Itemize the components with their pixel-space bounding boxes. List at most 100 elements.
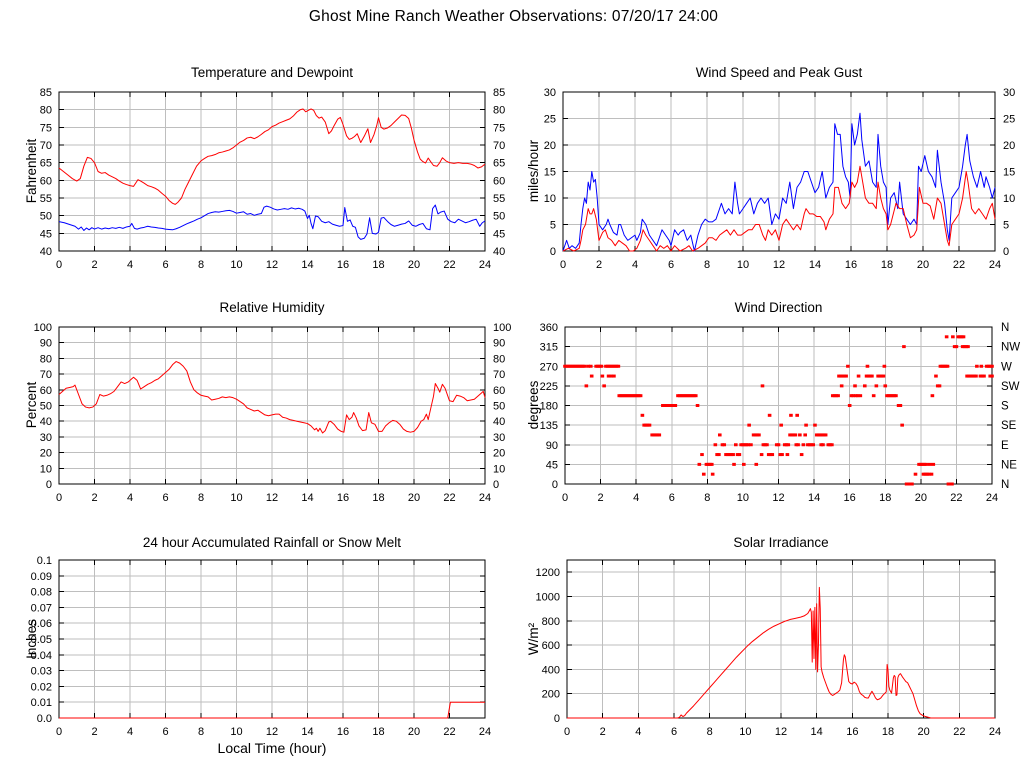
svg-text:40: 40 [40, 416, 52, 428]
svg-text:20: 20 [408, 492, 420, 504]
chart-title: Solar Irradiance [733, 535, 829, 550]
svg-text:10: 10 [1003, 193, 1015, 205]
svg-text:60: 60 [40, 175, 52, 187]
svg-text:60: 60 [493, 385, 505, 397]
chart-wind-direction: 0 2 4 6 8 10 12 14 16 18 20 22 24 0 N 45 NE 90 E 135 SE 180 S 2… [513, 290, 1027, 525]
svg-text:18: 18 [879, 492, 891, 504]
svg-text:0: 0 [493, 479, 499, 491]
y-axis-label: Fahrenheit [24, 138, 39, 204]
svg-text:10: 10 [230, 492, 242, 504]
svg-text:18: 18 [372, 492, 384, 504]
svg-text:0.0: 0.0 [37, 713, 52, 725]
svg-text:0: 0 [562, 492, 568, 504]
svg-text:6: 6 [668, 259, 674, 271]
svg-text:15: 15 [1003, 167, 1015, 179]
svg-text:2: 2 [91, 259, 97, 271]
chart-title: Temperature and Dewpoint [190, 65, 354, 80]
svg-text:65: 65 [40, 158, 52, 170]
svg-text:6: 6 [671, 726, 677, 738]
svg-text:60: 60 [40, 385, 52, 397]
svg-text:75: 75 [40, 122, 52, 134]
svg-text:0.02: 0.02 [31, 681, 52, 693]
svg-text:24: 24 [479, 492, 491, 504]
svg-text:22: 22 [950, 492, 962, 504]
svg-text:SW: SW [1001, 381, 1020, 393]
svg-text:4: 4 [635, 726, 641, 738]
svg-text:25: 25 [544, 114, 556, 126]
svg-text:18: 18 [881, 259, 893, 271]
svg-text:45: 45 [546, 459, 558, 471]
svg-text:22: 22 [953, 726, 965, 738]
svg-text:0.08: 0.08 [31, 587, 52, 599]
svg-text:10: 10 [737, 492, 749, 504]
svg-text:5: 5 [550, 220, 556, 232]
svg-text:45: 45 [493, 228, 505, 240]
chart-title: 24 hour Accumulated Rainfall or Snow Mel… [142, 535, 402, 550]
svg-text:16: 16 [337, 259, 349, 271]
svg-text:55: 55 [493, 193, 505, 205]
solar-irradiance-plot: 0 2 4 6 8 10 12 14 16 18 20 22 240200400600800100012… [536, 559, 1001, 738]
svg-text:65: 65 [493, 158, 505, 170]
rainfall-plot: 0 2 4 6 8 10 12 14 16 18 20 22 240.00.010.020.030.04… [31, 555, 492, 738]
svg-text:14: 14 [301, 726, 313, 738]
svg-text:18: 18 [882, 726, 894, 738]
svg-text:6: 6 [162, 726, 168, 738]
svg-text:12: 12 [775, 726, 787, 738]
svg-text:90: 90 [546, 440, 558, 452]
svg-text:90: 90 [40, 338, 52, 350]
svg-text:0: 0 [46, 479, 52, 491]
svg-text:22: 22 [443, 259, 455, 271]
svg-text:20: 20 [915, 492, 927, 504]
svg-text:20: 20 [408, 259, 420, 271]
svg-text:800: 800 [542, 616, 560, 628]
y-axis-label: W/m² [526, 622, 541, 656]
svg-text:S: S [1001, 401, 1009, 413]
svg-text:30: 30 [544, 87, 556, 99]
svg-text:24: 24 [989, 259, 1001, 271]
chart-relative-humidity: 0 2 4 6 8 10 12 14 16 18 20 22 24 0 0 10 10 20 20 30 30 40 40 5… [0, 290, 513, 525]
svg-text:0.05: 0.05 [31, 634, 52, 646]
svg-text:16: 16 [845, 259, 857, 271]
svg-text:50: 50 [40, 401, 52, 413]
svg-text:60: 60 [493, 175, 505, 187]
svg-text:12: 12 [266, 259, 278, 271]
svg-text:10: 10 [737, 259, 749, 271]
svg-text:70: 70 [493, 140, 505, 152]
svg-text:0: 0 [56, 726, 62, 738]
svg-text:24: 24 [479, 259, 491, 271]
svg-text:135: 135 [540, 420, 558, 432]
svg-text:14: 14 [301, 259, 313, 271]
svg-text:80: 80 [493, 353, 505, 365]
svg-text:2: 2 [596, 259, 602, 271]
svg-text:4: 4 [127, 259, 133, 271]
svg-text:12: 12 [772, 492, 784, 504]
svg-text:18: 18 [372, 726, 384, 738]
svg-text:315: 315 [540, 342, 558, 354]
svg-text:4: 4 [127, 726, 133, 738]
svg-text:W: W [1001, 361, 1012, 373]
svg-text:2: 2 [91, 726, 97, 738]
svg-text:2: 2 [598, 492, 604, 504]
svg-text:40: 40 [493, 416, 505, 428]
svg-text:10: 10 [544, 193, 556, 205]
svg-text:20: 20 [918, 726, 930, 738]
svg-text:NW: NW [1001, 342, 1020, 354]
svg-text:0.09: 0.09 [31, 571, 52, 583]
svg-text:200: 200 [542, 689, 560, 701]
svg-text:0: 0 [560, 259, 566, 271]
svg-text:6: 6 [669, 492, 675, 504]
svg-text:0: 0 [56, 259, 62, 271]
svg-text:E: E [1001, 440, 1009, 452]
svg-text:14: 14 [301, 492, 313, 504]
svg-text:70: 70 [40, 140, 52, 152]
svg-text:5: 5 [1003, 220, 1009, 232]
svg-text:0.1: 0.1 [37, 555, 52, 567]
svg-text:22: 22 [443, 492, 455, 504]
svg-text:80: 80 [40, 353, 52, 365]
svg-text:0: 0 [550, 246, 556, 258]
svg-text:90: 90 [493, 338, 505, 350]
chart-wind-speed-gust: 0 2 4 6 8 10 12 14 16 18 20 22 24 0 0 5 5 10 10 15 15 20 20 25 2… [513, 55, 1027, 290]
svg-text:50: 50 [493, 211, 505, 223]
